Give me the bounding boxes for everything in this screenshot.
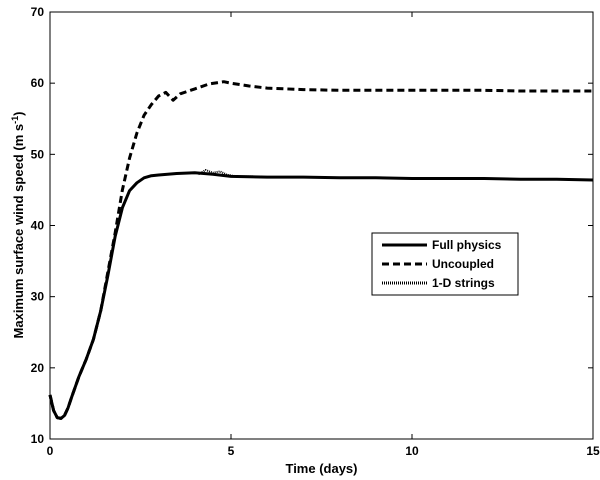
y-axis-label-main: Maximum surface wind speed (m s xyxy=(11,124,26,339)
tick-layer: 0 5 10 15 10 20 30 40 50 60 70 xyxy=(31,5,600,458)
plot-frame xyxy=(49,11,594,440)
legend-label-1d-strings: 1-D strings xyxy=(432,276,495,290)
series-line-1-d-strings xyxy=(197,169,594,181)
y-tick-label: 70 xyxy=(31,5,45,19)
y-axis-label: Maximum surface wind speed (m s-1) xyxy=(10,112,26,339)
legend: Full physics Uncoupled 1-D strings xyxy=(371,232,519,296)
series-layer xyxy=(48,80,594,420)
y-axis-label-superscript: -1 xyxy=(10,116,20,124)
x-tick-label: 15 xyxy=(586,444,600,458)
y-axis-label-close: ) xyxy=(11,112,26,116)
series-line-uncoupled xyxy=(48,80,593,420)
y-tick-label: 30 xyxy=(31,290,45,304)
legend-label-full-physics: Full physics xyxy=(432,238,502,252)
y-tick-label: 60 xyxy=(31,76,45,90)
legend-label-uncoupled: Uncoupled xyxy=(432,257,494,271)
y-tick-label: 50 xyxy=(31,147,45,161)
x-tick-label: 10 xyxy=(405,444,419,458)
x-axis-label: Time (days) xyxy=(285,461,357,476)
x-tick-label: 5 xyxy=(228,444,235,458)
y-tick-label: 20 xyxy=(31,361,45,375)
y-tick-label: 40 xyxy=(31,219,45,233)
x-tick-label: 0 xyxy=(47,444,54,458)
plot-area: 0 5 10 15 10 20 30 40 50 60 70 xyxy=(31,5,600,458)
y-tick-label: 10 xyxy=(31,432,45,446)
